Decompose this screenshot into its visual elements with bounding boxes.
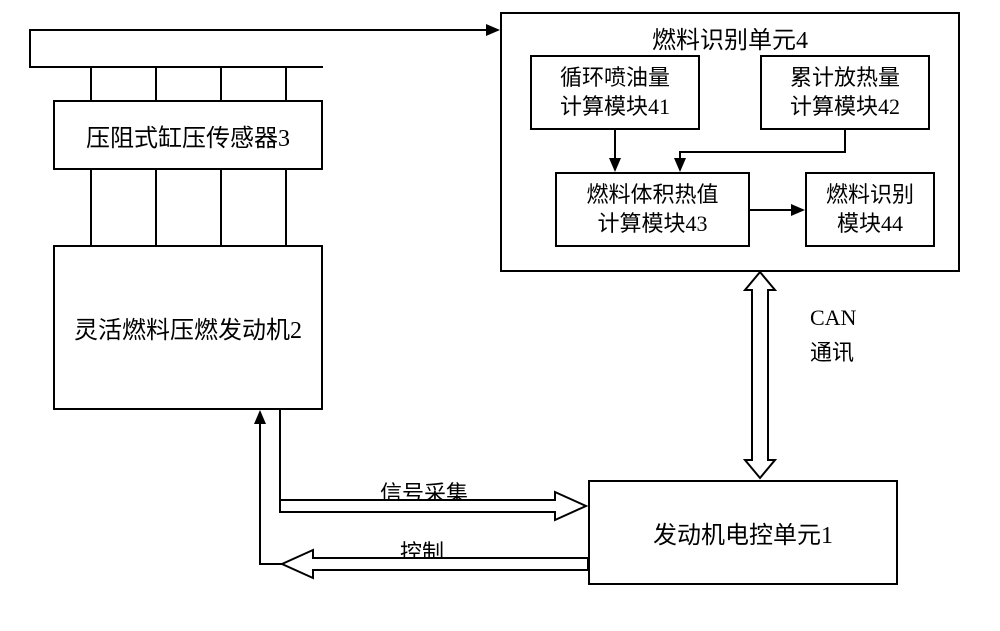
arrow-sensor-to-fuel	[30, 30, 498, 67]
module-43: 燃料体积热值 计算模块43	[555, 172, 750, 247]
module-41: 循环喷油量 计算模块41	[530, 55, 700, 130]
can-label-1: CAN	[810, 305, 856, 331]
can-double-arrow	[745, 272, 775, 478]
module-41-label: 循环喷油量 计算模块41	[560, 64, 670, 121]
sensor-label-front: 压阻式缸压传感器3	[86, 118, 290, 153]
module-42: 累计放热量 计算模块42	[760, 55, 930, 130]
fuel-unit-title: 燃料识别单元4	[502, 20, 958, 55]
control-label: 控制	[400, 535, 444, 567]
engine-box: 灵活燃料压燃发动机2	[53, 245, 323, 410]
module-44: 燃料识别 模块44	[805, 172, 935, 247]
module-43-label: 燃料体积热值 计算模块43	[586, 181, 718, 238]
ecu-label: 发动机电控单元1	[653, 515, 833, 550]
sensor-box-front: 压阻式缸压传感器3	[53, 100, 323, 170]
cyl-top-bar	[53, 66, 323, 68]
control-up-into-engine	[260, 412, 282, 564]
module-44-label: 燃料识别 模块44	[826, 181, 914, 238]
signal-label: 信号采集	[380, 476, 468, 508]
module-42-label: 累计放热量 计算模块42	[790, 64, 900, 121]
engine-label: 灵活燃料压燃发动机2	[74, 310, 302, 345]
can-label-2: 通讯	[810, 335, 854, 367]
ecu-box: 发动机电控单元1	[588, 480, 898, 585]
